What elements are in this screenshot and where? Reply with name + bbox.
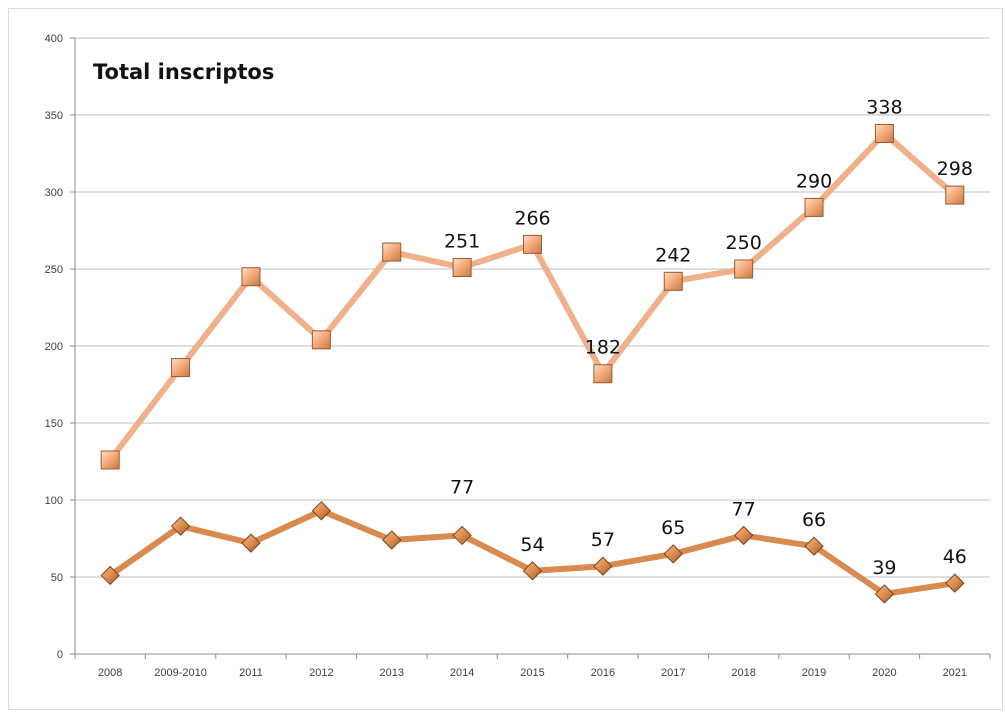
y-tick-label: 0 xyxy=(57,649,63,661)
data-label: 338 xyxy=(866,96,902,118)
x-tick-label: 2015 xyxy=(520,667,544,679)
data-label: 182 xyxy=(585,337,621,359)
series-1-point xyxy=(663,544,683,564)
x-tick-label: 2011 xyxy=(239,667,263,679)
x-tick-label: 2012 xyxy=(309,667,333,679)
series-0-point xyxy=(382,242,402,262)
series-0-point xyxy=(804,197,824,217)
x-tick-label: 2014 xyxy=(450,667,474,679)
y-tick-label: 100 xyxy=(45,495,63,507)
series-0-point xyxy=(663,271,683,291)
series-1-point xyxy=(452,525,472,546)
series-markers xyxy=(100,123,965,604)
x-tick-label: 2016 xyxy=(591,667,615,679)
series-0-point xyxy=(945,185,965,205)
x-tick-label: 2013 xyxy=(379,667,403,679)
y-tick-label: 50 xyxy=(51,572,63,584)
series-0-point xyxy=(241,267,261,287)
series-1-point xyxy=(874,584,895,604)
data-label: 66 xyxy=(802,509,826,531)
data-label: 77 xyxy=(450,476,474,498)
x-tick-label: 2008 xyxy=(98,667,122,679)
series-1-point xyxy=(522,561,543,581)
data-label: 242 xyxy=(655,244,691,266)
series-0-point xyxy=(311,330,331,350)
data-label: 46 xyxy=(943,546,967,568)
series-0-point xyxy=(593,364,613,384)
data-label: 298 xyxy=(937,158,973,180)
series-1-point xyxy=(241,533,261,553)
series-1-point xyxy=(804,536,824,556)
data-label: 39 xyxy=(872,557,896,579)
y-tick-label: 150 xyxy=(45,418,63,430)
data-label: 57 xyxy=(591,529,615,551)
data-label: 251 xyxy=(444,230,480,252)
data-label: 250 xyxy=(726,232,762,254)
data-label: 290 xyxy=(796,170,832,192)
series-lines xyxy=(107,130,958,597)
chart-title: Total inscriptos xyxy=(93,60,274,84)
series-1-point xyxy=(170,516,191,536)
axes: 0 50 100 150 200 250 300 350 400 2008 2009-2010 201… xyxy=(45,33,991,679)
x-tick-label: 2009-2010 xyxy=(154,667,207,679)
data-label: 77 xyxy=(732,498,756,520)
data-labels: 251 266 182 242 250 290 338 298 77 54 57 65 77 66 39 46 xyxy=(444,96,973,578)
x-tick-label: 2019 xyxy=(802,667,826,679)
series-0-point xyxy=(734,259,754,279)
data-label: 54 xyxy=(520,534,544,556)
data-label: 65 xyxy=(661,517,685,539)
series-0-point xyxy=(452,257,472,277)
data-label: 266 xyxy=(514,207,550,229)
x-tick-label: 2018 xyxy=(731,667,755,679)
y-tick-label: 400 xyxy=(45,33,63,45)
series-1-point xyxy=(382,530,402,550)
series-0-point xyxy=(874,123,894,143)
series-1-point xyxy=(733,525,754,546)
y-tick-label: 350 xyxy=(45,110,63,122)
y-tick-label: 300 xyxy=(45,187,63,199)
series-1-point xyxy=(945,573,965,593)
y-tick-label: 200 xyxy=(45,341,63,353)
series-0-point xyxy=(523,234,542,254)
series-0-point xyxy=(171,358,191,378)
y-tick-label: 250 xyxy=(45,264,63,276)
x-tick-label: 2021 xyxy=(943,667,967,679)
series-1-point xyxy=(100,565,120,586)
series-0-point xyxy=(100,450,120,470)
x-tick-label: 2017 xyxy=(661,667,685,679)
series-1-point xyxy=(311,501,332,521)
series-1-point xyxy=(593,556,613,576)
x-tick-label: 2020 xyxy=(872,667,896,679)
